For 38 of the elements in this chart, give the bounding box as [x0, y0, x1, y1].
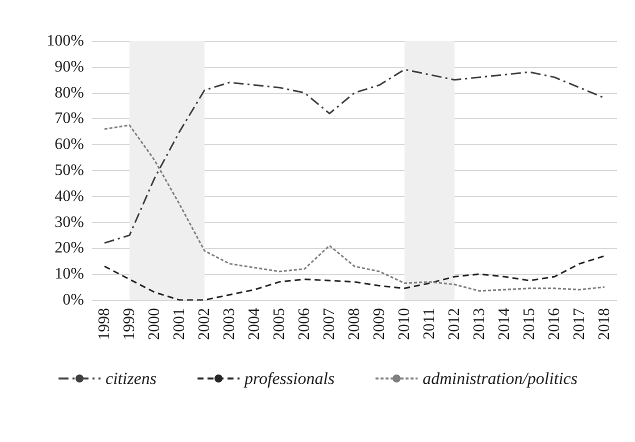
y-tick-label: 70%	[54, 110, 84, 128]
x-tick-label: 2005	[271, 308, 288, 340]
y-tick-label: 20%	[54, 240, 84, 257]
x-tick-label: 2003	[221, 308, 238, 340]
legend-label: citizens	[106, 369, 157, 388]
x-tick-label: 2010	[396, 308, 413, 340]
y-tick-label: 40%	[54, 188, 84, 205]
x-tick-label: 2004	[246, 308, 263, 340]
x-tick-label: 1998	[96, 308, 113, 340]
x-tick-label: 2012	[446, 308, 463, 340]
y-tick-label: 0%	[62, 292, 84, 308]
x-tick-label: 2018	[596, 308, 613, 340]
x-tick-label: 2008	[346, 308, 363, 340]
line-series	[104, 68, 606, 244]
x-tick-label: 2016	[546, 308, 563, 340]
legend-label: professionals	[244, 369, 335, 388]
x-tick-label: 2007	[321, 308, 338, 340]
line-series	[104, 124, 606, 292]
y-tick-label: 50%	[54, 162, 84, 179]
line-series	[104, 255, 606, 301]
y-tick-label: 80%	[54, 84, 84, 102]
x-tick-label: 2001	[171, 308, 188, 340]
x-tick-label: 2002	[196, 308, 213, 340]
y-tick-label: 90%	[54, 58, 84, 76]
y-tick-label: 100%	[46, 32, 84, 50]
y-tick-label: 60%	[54, 136, 84, 154]
x-tick-label: 2015	[521, 308, 538, 340]
x-tick-label: 1999	[121, 308, 138, 340]
legend-label: administration/politics	[422, 369, 578, 388]
x-tick-label: 2009	[371, 308, 388, 340]
x-tick-label: 2013	[471, 308, 488, 340]
x-tick-label: 2014	[496, 308, 513, 340]
y-tick-label: 10%	[54, 266, 84, 283]
y-tick-label: 30%	[54, 214, 84, 231]
x-tick-label: 2000	[146, 308, 163, 340]
x-tick-label: 2017	[571, 308, 588, 340]
x-tick-label: 2006	[296, 308, 313, 340]
x-tick-label: 2011	[421, 308, 438, 340]
